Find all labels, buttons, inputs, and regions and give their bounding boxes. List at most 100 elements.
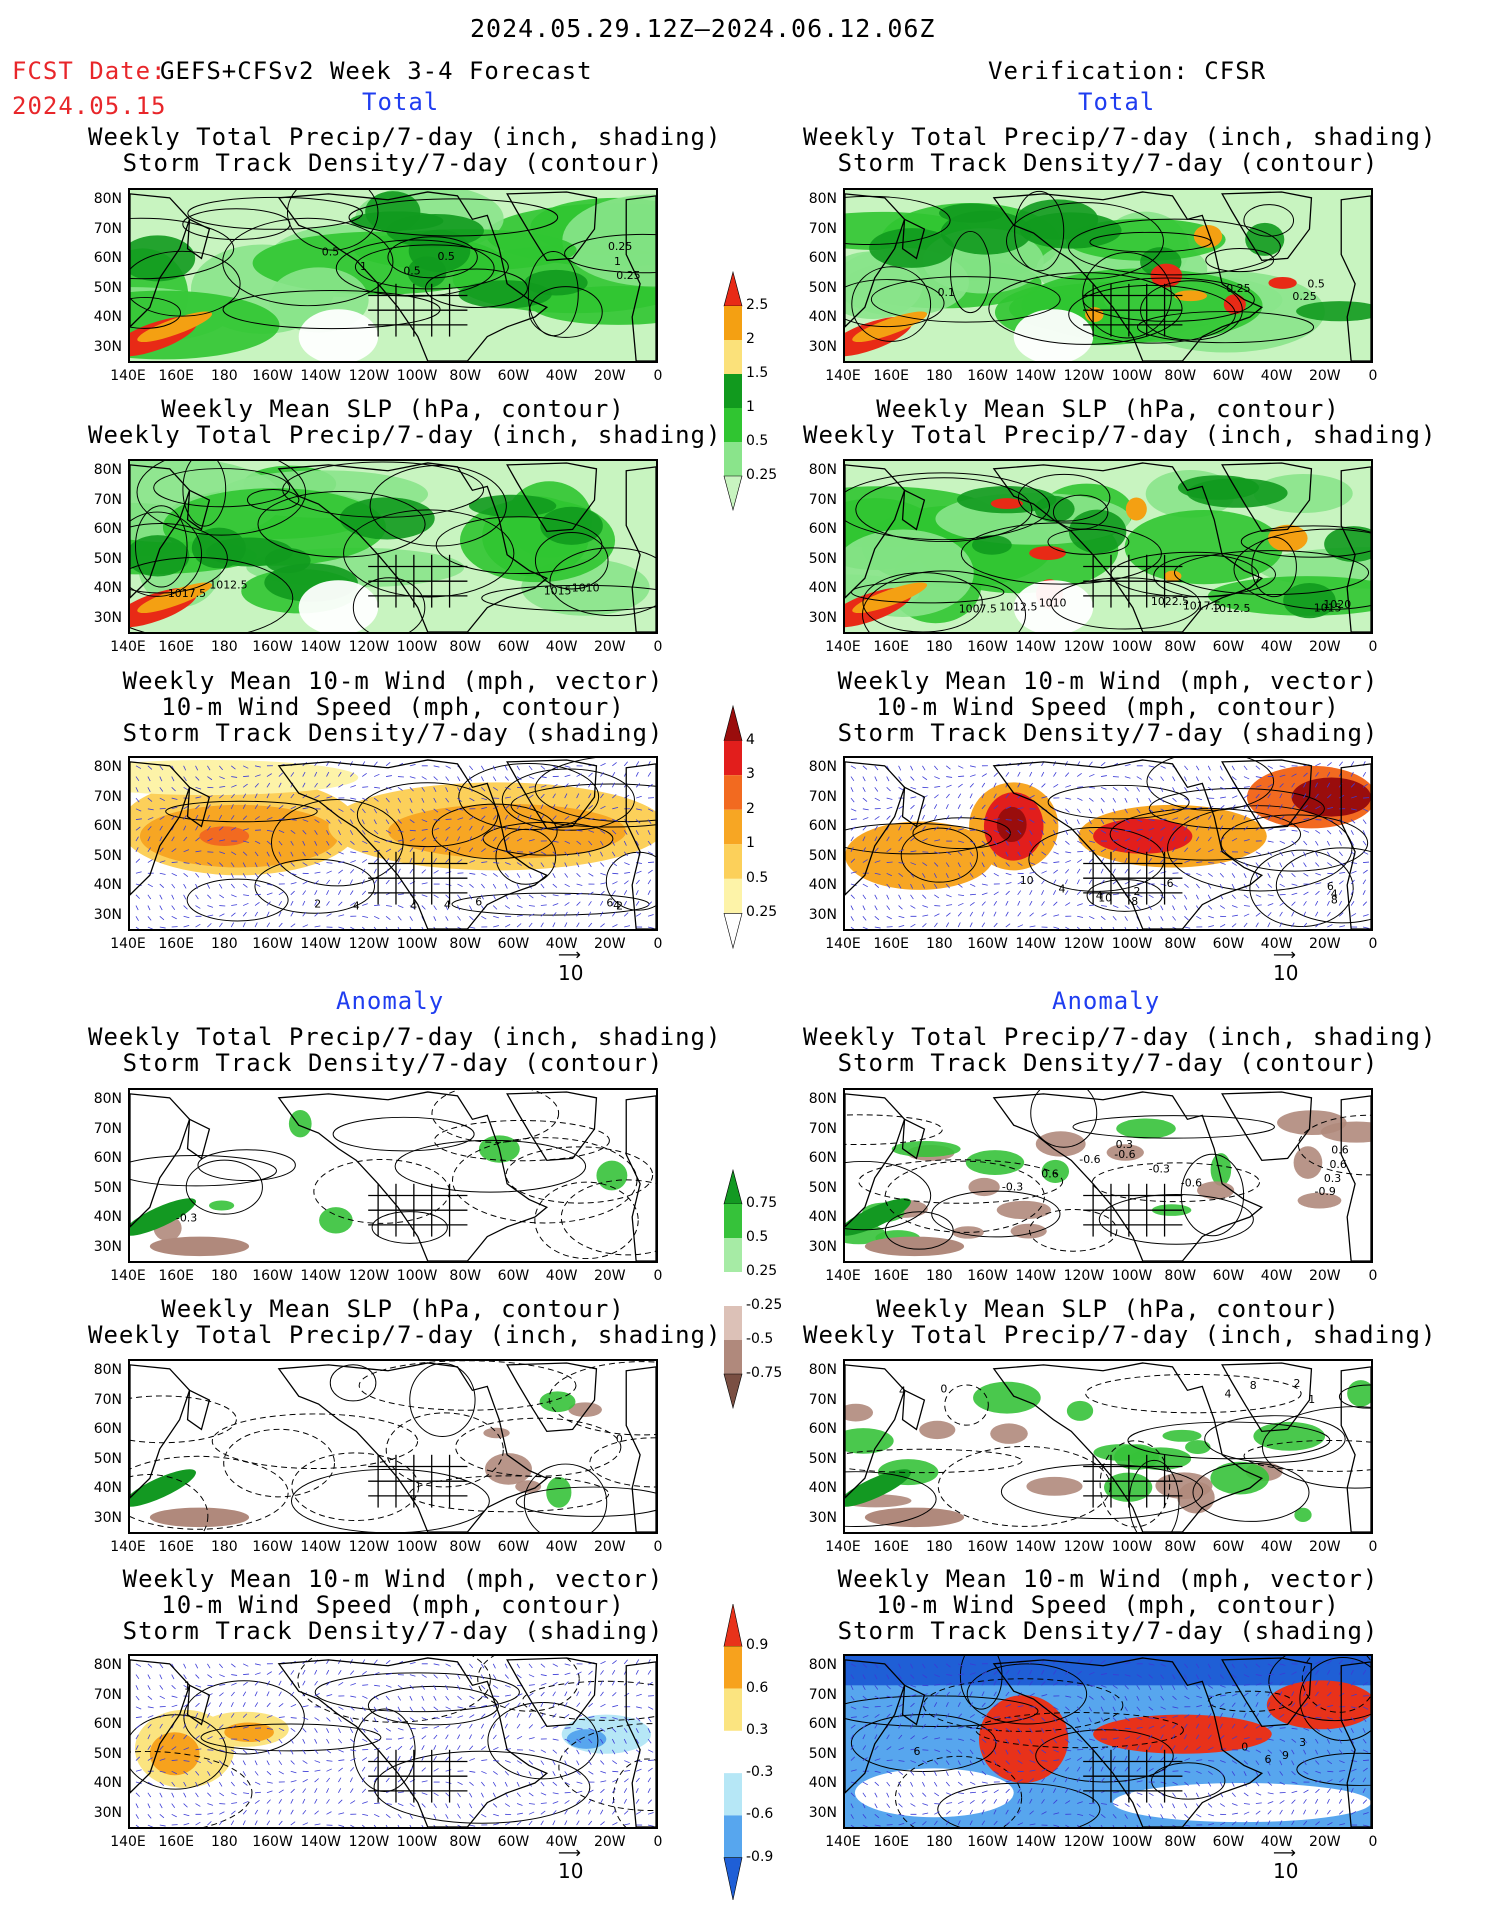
lat-tick-label: 30N (808, 1509, 837, 1526)
contour-label: 2 (1134, 885, 1141, 898)
lon-tick-label: 40W (545, 639, 578, 655)
lat-tick-label: 40N (808, 877, 837, 893)
lat-tick-label: 70N (808, 1120, 837, 1137)
lat-tick-label: 50N (93, 279, 122, 296)
colorbar-swatch (724, 1340, 742, 1374)
lat-tick-label: 60N (808, 1150, 837, 1166)
lat-tick-label: 80N (93, 191, 122, 207)
lon-tick-label: 0 (653, 1834, 663, 1850)
contour-label: 0.3 (1116, 1138, 1133, 1151)
panel-title-fc-anom_2-line1: Weekly Mean SLP (hPa, contour) (161, 1295, 625, 1323)
colorbar-label: 2.5 (746, 297, 769, 313)
contour-label: 10 (1020, 874, 1034, 887)
lat-tick-label: 50N (808, 279, 837, 296)
colorbar-swatch (724, 1730, 742, 1774)
contour-label: 1007.5 (959, 602, 997, 615)
lon-tick-label: 160E (158, 1268, 194, 1284)
lon-tick-label: 160E (873, 639, 909, 655)
map-graphic: 0.50.250.1 0.25 (845, 190, 1371, 361)
panel-title-vf-total_2-line2: Weekly Total Precip/7-day (inch, shading… (803, 421, 1437, 449)
contour-label: 0.25 (608, 240, 632, 253)
map-graphic: 0.25 0.5 1 1 0.5 0.5 0.25 (130, 190, 656, 361)
colorbar-label: 1 (746, 835, 755, 852)
colorbar-label: 0.9 (746, 1637, 769, 1654)
contour-label: 1020 (1323, 598, 1351, 611)
lon-tick-label: 80W (449, 1268, 482, 1284)
lon-tick-label: 160W (252, 368, 293, 384)
lat-tick-label: 40N (808, 1775, 837, 1791)
map-panel-vf-total_2: 1022.5 1010 1020 1017.5 1012.5 1015 1012.5 1007… (843, 459, 1373, 634)
contour-label: -0.3 (1002, 1181, 1023, 1194)
lat-tick-label: 50N (808, 1450, 837, 1467)
lat-tick-label: 70N (808, 1391, 837, 1408)
lat-tick-label: 80N (808, 1657, 837, 1673)
lon-tick-label: 40W (1260, 1268, 1293, 1284)
lon-tick-label: 120W (348, 368, 390, 384)
lon-tick-label: 40W (1260, 639, 1293, 655)
lon-tick-label: 40W (545, 1268, 578, 1284)
map-panel-vf-anom_2: 4 8 2 0 4 1 (843, 1359, 1373, 1534)
lat-tick-label: 40N (93, 1480, 122, 1496)
colorbar-storm_anom (723, 1603, 743, 1901)
lat-tick-label: 70N (808, 220, 837, 237)
contour-label: 1022.5 (1151, 595, 1189, 608)
colorbar-label: -0.5 (746, 1331, 774, 1347)
lat-tick-label: 40N (93, 580, 122, 596)
colorbar-label: 0.5 (746, 869, 769, 886)
lat-tick-label: 80N (808, 1091, 837, 1107)
contour-label: 6 (914, 1745, 921, 1758)
lon-tick-label: 140E (825, 1268, 861, 1284)
lon-tick-label: 140W (300, 1539, 341, 1555)
lon-tick-label: 120W (348, 1834, 390, 1850)
lat-tick-label: 50N (93, 1179, 122, 1196)
colorbar-swatch (723, 1603, 743, 1647)
lon-tick-label: 140E (825, 639, 861, 655)
lon-tick-label: 0 (653, 936, 663, 952)
colorbar-swatch (724, 740, 742, 776)
lon-tick-label: 140W (1015, 936, 1056, 952)
lon-tick-label: 120W (1063, 1539, 1105, 1555)
lon-tick-label: 160W (252, 1539, 293, 1555)
lat-tick-label: 50N (808, 1745, 837, 1762)
lon-tick-label: 80W (1164, 639, 1197, 655)
lon-tick-label: 100W (396, 639, 438, 655)
fcst-model: GEFS+CFSv2 Week 3-4 Forecast (160, 57, 593, 85)
lon-tick-label: 60W (497, 639, 530, 655)
lat-tick-label: 70N (93, 491, 122, 508)
contour-label: -0.6 (1114, 1148, 1135, 1161)
panel-title-fc-total_3-line2: 10-m Wind Speed (mph, contour) (161, 693, 625, 721)
lat-tick-label: 40N (808, 1209, 837, 1225)
contour-label: 1 (184, 1679, 191, 1692)
map-panel-vf-anom_1: -0.9 -0.3 -0.6 0.3 0.6 -0.3 0.6 -0.6 -0.6 0.6 0.3 (843, 1088, 1373, 1263)
lat-tick-label: 50N (808, 1179, 837, 1196)
contour-label: 2 (616, 899, 623, 912)
contour-label: 1012.5 (1212, 602, 1250, 615)
lat-tick-label: 60N (808, 521, 837, 537)
lon-tick-label: 140E (825, 368, 861, 384)
lat-tick-label: 30N (93, 1238, 122, 1255)
panel-title-vf-anom_3-line1: Weekly Mean 10-m Wind (mph, vector) (837, 1565, 1379, 1593)
contour-label: -0.9 (1315, 1185, 1336, 1198)
lon-tick-label: 120W (1063, 1834, 1105, 1850)
lon-tick-label: 0 (653, 368, 663, 384)
section-total-right: Total (1078, 88, 1156, 116)
lon-tick-label: 160W (967, 368, 1008, 384)
contour-label: 4 (613, 899, 620, 912)
lat-tick-label: 30N (808, 906, 837, 923)
lat-tick-label: 70N (808, 491, 837, 508)
colorbar-label: 0.75 (746, 1195, 778, 1211)
colorbar-swatch (723, 270, 743, 307)
lon-tick-label: 160E (873, 1834, 909, 1850)
lat-tick-label: 40N (93, 1775, 122, 1791)
contour-label: -0.3 (176, 1211, 197, 1224)
colorbar-label: -0.75 (746, 1365, 783, 1381)
colorbar-label: -0.25 (746, 1297, 783, 1313)
colorbar-storm_total (723, 704, 743, 950)
contour-label: 1017.5 (1183, 600, 1221, 613)
vector-reference-value: 10 (558, 1859, 584, 1883)
lon-tick-label: 100W (1111, 368, 1153, 384)
lon-tick-label: 180 (210, 368, 238, 384)
lat-tick-label: 40N (808, 580, 837, 596)
contour-label: 4 (444, 898, 451, 911)
lat-tick-label: 50N (808, 550, 837, 567)
